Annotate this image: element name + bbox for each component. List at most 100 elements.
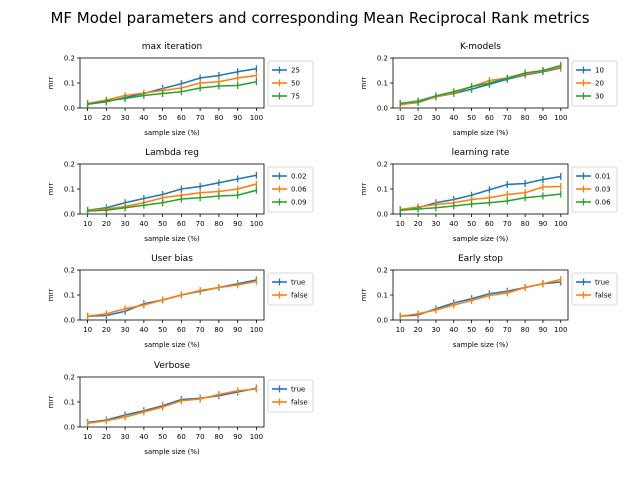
x-tick-label: 50 — [467, 220, 476, 228]
legend-label: 0.01 — [595, 173, 611, 181]
x-axis-label: sample size (%) — [144, 129, 200, 137]
x-tick-label: 60 — [177, 326, 186, 334]
legend-label: 25 — [291, 67, 300, 75]
x-tick-label: 80 — [521, 326, 530, 334]
figure-title: MF Model parameters and corresponding Me… — [50, 9, 589, 27]
subplot-0: max iteration 10 20 30 40 50 60 70 80 90 100 0.0 0.1… — [47, 42, 314, 137]
x-tick-label: 10 — [83, 433, 92, 441]
legend-label: false — [291, 399, 308, 407]
y-tick-label: 0.2 — [377, 55, 388, 63]
x-tick-label: 70 — [503, 114, 512, 122]
subplot-6: Verbose 10 20 30 40 50 60 70 80 90 100 0.0 0.1 0.2 sam… — [47, 361, 314, 456]
x-tick-label: 30 — [431, 326, 440, 334]
x-tick-label: 90 — [233, 114, 242, 122]
x-tick-label: 90 — [538, 220, 547, 228]
x-tick-label: 50 — [467, 114, 476, 122]
legend-label: 30 — [595, 93, 604, 101]
y-tick-label: 0.2 — [64, 161, 75, 169]
subplot-1: K-models 10 20 30 40 50 60 70 80 90 100 0.0 0.1 0.2 sa… — [360, 42, 618, 137]
series-line-50 — [87, 74, 257, 105]
x-tick-label: 80 — [214, 220, 223, 228]
x-tick-label: 20 — [102, 114, 111, 122]
subplot-title: Verbose — [154, 361, 191, 371]
y-tick-label: 0.1 — [64, 399, 75, 407]
x-tick-label: 40 — [449, 220, 458, 228]
series-line-true — [87, 387, 257, 424]
x-tick-label: 30 — [121, 220, 130, 228]
y-tick-label: 0.0 — [64, 211, 75, 219]
y-tick-label: 0.0 — [64, 105, 75, 113]
x-tick-label: 20 — [102, 433, 111, 441]
x-tick-label: 100 — [554, 114, 567, 122]
x-tick-label: 60 — [485, 326, 494, 334]
x-tick-label: 100 — [554, 220, 567, 228]
legend-label: 50 — [291, 80, 300, 88]
subplot-2: Lambda reg 10 20 30 40 50 60 70 80 90 100 0.0 0.1 0.2… — [47, 148, 314, 243]
x-tick-label: 50 — [158, 114, 167, 122]
x-tick-label: 40 — [139, 433, 148, 441]
legend-label: 0.02 — [291, 173, 307, 181]
y-tick-label: 0.1 — [377, 80, 388, 88]
x-tick-label: 40 — [139, 220, 148, 228]
y-tick-label: 0.2 — [64, 374, 75, 382]
x-tick-label: 80 — [521, 220, 530, 228]
x-tick-label: 90 — [538, 326, 547, 334]
x-tick-label: 60 — [485, 114, 494, 122]
x-tick-label: 30 — [121, 326, 130, 334]
x-axis-label: sample size (%) — [144, 448, 200, 456]
x-tick-label: 40 — [449, 114, 458, 122]
x-tick-label: 100 — [250, 433, 263, 441]
x-tick-label: 60 — [177, 220, 186, 228]
x-tick-label: 90 — [233, 326, 242, 334]
x-tick-label: 50 — [158, 433, 167, 441]
x-tick-label: 30 — [431, 220, 440, 228]
y-tick-label: 0.1 — [377, 186, 388, 194]
y-tick-label: 0.0 — [64, 317, 75, 325]
series-line-30 — [400, 64, 561, 105]
x-tick-label: 50 — [467, 326, 476, 334]
x-tick-label: 70 — [196, 433, 205, 441]
x-tick-label: 40 — [139, 326, 148, 334]
subplot-5: Early stop 10 20 30 40 50 60 70 80 90 100 0.0 0.1 0.2… — [360, 254, 618, 349]
x-tick-label: 80 — [214, 326, 223, 334]
series-line-0.06 — [87, 183, 257, 212]
series-line-false — [87, 280, 257, 318]
legend-label: 0.06 — [595, 199, 611, 207]
y-tick-label: 0.2 — [377, 161, 388, 169]
y-tick-label: 0.0 — [64, 424, 75, 432]
subplots-grid: max iteration 10 20 30 40 50 60 70 80 90 100 0.0 0.1… — [47, 42, 618, 456]
y-tick-label: 0.0 — [377, 317, 388, 325]
x-tick-label: 20 — [414, 220, 423, 228]
legend-label: false — [595, 292, 612, 300]
series-line-false — [400, 278, 561, 318]
legend-label: 0.06 — [291, 186, 307, 194]
y-axis-label: mrr — [47, 77, 55, 90]
x-tick-label: 40 — [139, 114, 148, 122]
series-line-75 — [87, 80, 257, 106]
x-tick-label: 30 — [121, 114, 130, 122]
x-tick-label: 90 — [233, 220, 242, 228]
legend-label: 0.09 — [291, 199, 307, 207]
x-tick-label: 80 — [214, 433, 223, 441]
x-tick-label: 60 — [485, 220, 494, 228]
subplot-title: learning rate — [452, 148, 510, 158]
x-tick-label: 80 — [521, 114, 530, 122]
x-tick-label: 70 — [196, 114, 205, 122]
series-line-false — [87, 388, 257, 425]
x-tick-label: 100 — [250, 114, 263, 122]
x-tick-label: 10 — [396, 326, 405, 334]
x-tick-label: 70 — [503, 220, 512, 228]
legend-label: false — [291, 292, 308, 300]
x-tick-label: 80 — [214, 114, 223, 122]
y-tick-label: 0.1 — [64, 80, 75, 88]
x-tick-label: 70 — [196, 326, 205, 334]
x-tick-label: 10 — [83, 114, 92, 122]
x-tick-label: 100 — [554, 326, 567, 334]
x-tick-label: 50 — [158, 220, 167, 228]
x-tick-label: 10 — [396, 220, 405, 228]
x-axis-label: sample size (%) — [453, 129, 509, 137]
x-tick-label: 20 — [414, 114, 423, 122]
x-axis-label: sample size (%) — [144, 341, 200, 349]
